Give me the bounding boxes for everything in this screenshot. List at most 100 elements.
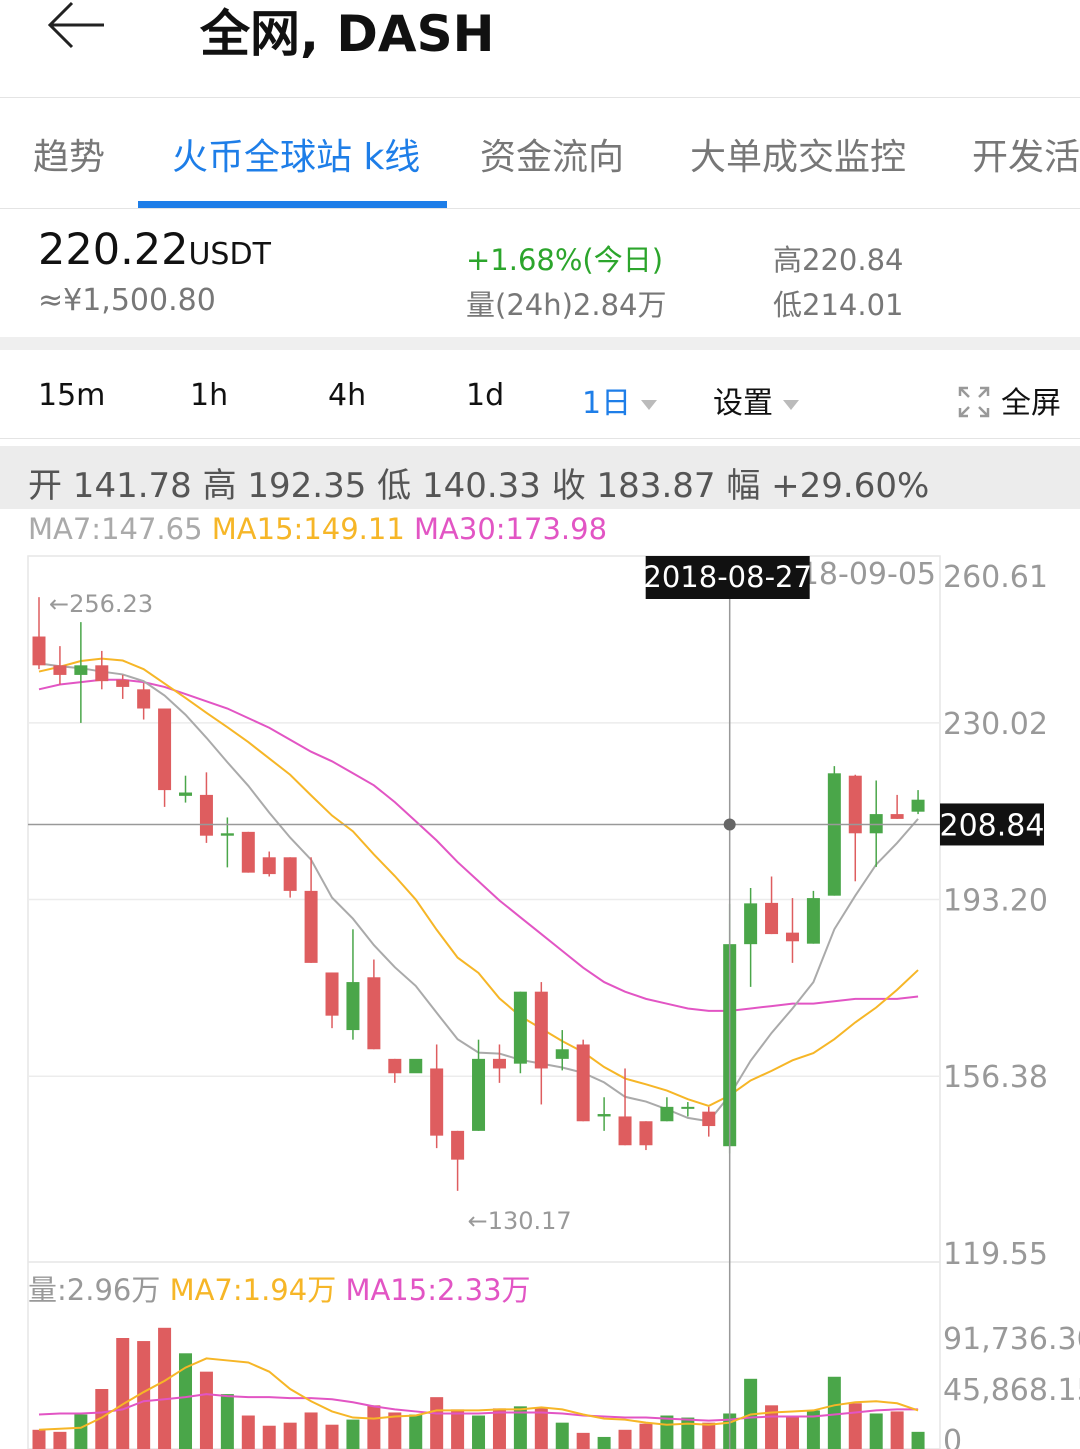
volume-bar xyxy=(409,1414,423,1449)
interval-4h[interactable]: 4h xyxy=(328,378,367,413)
candle xyxy=(639,1121,653,1146)
tab-trend[interactable]: 趋势 xyxy=(33,137,106,178)
volume-bar xyxy=(367,1405,381,1449)
volume-bar xyxy=(702,1422,716,1449)
volume-ma7-label: MA7:1.94万 xyxy=(169,1273,337,1307)
volume-bar xyxy=(241,1415,255,1449)
volume-ma15-label: MA15:2.33万 xyxy=(345,1273,531,1307)
volume-bar xyxy=(534,1408,548,1449)
volume-ma7-line xyxy=(38,1357,919,1431)
volume-bar xyxy=(388,1412,402,1449)
page-title: 全网, DASH xyxy=(200,5,495,63)
candle xyxy=(32,636,46,666)
tab-dev-activity[interactable]: 开发活 xyxy=(972,137,1080,178)
volume-bar xyxy=(179,1353,193,1449)
interval-15m[interactable]: 15m xyxy=(38,378,106,413)
candle xyxy=(53,665,67,675)
candle xyxy=(576,1044,590,1122)
candle xyxy=(555,1049,569,1059)
interval-1h[interactable]: 1h xyxy=(190,378,229,413)
arrow-left-icon[interactable] xyxy=(44,0,110,50)
volume-bar xyxy=(555,1422,569,1449)
candle xyxy=(74,665,88,675)
tab-bar: 趋势 火币全球站 k线 资金流向 大单成交监控 开发活 xyxy=(0,98,1080,209)
candle xyxy=(890,814,904,819)
volume-24h: 量(24h)2.84万 xyxy=(466,288,667,322)
volume-bar xyxy=(53,1431,67,1449)
ohlc-summary: 开 141.78 高 192.35 低 140.33 收 183.87 幅 +2… xyxy=(0,446,1080,509)
price-change: +1.68%(今日) xyxy=(466,243,664,277)
fullscreen-label: 全屏 xyxy=(1001,386,1061,421)
y-axis-label: 260.61 xyxy=(943,560,1048,595)
y-axis-label: 230.02 xyxy=(943,707,1048,742)
candle xyxy=(513,991,527,1064)
volume-bar xyxy=(158,1327,172,1449)
candle xyxy=(597,1114,611,1117)
volume-bar xyxy=(827,1376,841,1449)
volume-axis-label: 91,736.30 xyxy=(943,1322,1080,1357)
volume-bar xyxy=(869,1413,883,1449)
candle xyxy=(95,665,109,682)
settings-dropdown[interactable]: 设置 xyxy=(713,378,799,422)
ma15-line xyxy=(38,657,919,1107)
min-price-marker: ←130.17 xyxy=(468,1207,572,1235)
candle xyxy=(325,972,339,1016)
tab-fund-flow[interactable]: 资金流向 xyxy=(480,137,625,178)
volume-bar xyxy=(220,1394,234,1449)
high-price: 高220.84 xyxy=(773,243,904,277)
candle xyxy=(220,833,234,836)
volume-bar xyxy=(32,1429,46,1449)
candle xyxy=(262,857,276,875)
interval-select[interactable]: 1日 xyxy=(582,378,658,422)
candle xyxy=(304,890,318,963)
price-cny: ≈¥1,500.80 xyxy=(38,283,216,318)
candle xyxy=(451,1130,465,1160)
tab-large-orders[interactable]: 大单成交监控 xyxy=(690,137,907,178)
volume-bar xyxy=(597,1436,611,1449)
triangle-down-icon xyxy=(641,399,658,410)
volume-bar xyxy=(199,1371,213,1449)
candle xyxy=(492,1058,506,1069)
candle xyxy=(116,679,130,687)
volume-bar xyxy=(346,1419,360,1449)
fullscreen-button[interactable]: 全屏 xyxy=(957,378,1061,422)
volume-bar xyxy=(137,1341,151,1449)
crosshair-date: 2018-08-27 xyxy=(643,560,812,594)
candle xyxy=(430,1068,444,1136)
interval-1d[interactable]: 1d xyxy=(466,378,505,413)
volume-bar xyxy=(513,1406,527,1449)
candle xyxy=(179,792,193,796)
candle xyxy=(806,898,820,944)
price-value: 220.22 xyxy=(38,225,189,275)
y-axis-label: 119.55 xyxy=(943,1237,1048,1272)
volume-label: 量:2.96万 xyxy=(28,1273,161,1307)
volume-bar xyxy=(660,1415,674,1449)
volume-bar xyxy=(283,1422,297,1449)
kline-chart[interactable]: 260.61 230.02 193.20 156.38 119.55 91,736.30 4… xyxy=(0,540,1080,1449)
volume-bar xyxy=(430,1397,444,1449)
volume-bar xyxy=(262,1425,276,1449)
volume-ma15-line xyxy=(38,1393,919,1422)
chart-frame xyxy=(27,555,941,1449)
candle xyxy=(660,1106,674,1122)
candle xyxy=(911,799,925,812)
volume-legend: 量:2.96万 MA7:1.94万 MA15:2.33万 xyxy=(28,1267,531,1309)
volume-bar xyxy=(576,1432,590,1449)
volume-axis-label: 45,868.15 xyxy=(943,1373,1080,1408)
candle xyxy=(472,1058,486,1131)
candle xyxy=(681,1106,695,1109)
candle xyxy=(346,982,360,1031)
volume-bar xyxy=(890,1411,904,1449)
divider xyxy=(0,337,1080,350)
candle xyxy=(827,773,841,896)
candle xyxy=(534,991,548,1069)
volume-bar xyxy=(451,1409,465,1449)
crosshair-dot xyxy=(723,818,736,831)
volume-bar xyxy=(806,1410,820,1449)
volume-bar xyxy=(95,1389,109,1449)
candle xyxy=(137,689,151,709)
interval-bar: 15m 1h 4h 1d 1日 设置 全屏 xyxy=(0,350,1080,439)
tab-kline[interactable]: 火币全球站 k线 xyxy=(172,137,421,178)
volume-bar xyxy=(304,1412,318,1449)
crosshair-price-box xyxy=(940,803,1044,846)
